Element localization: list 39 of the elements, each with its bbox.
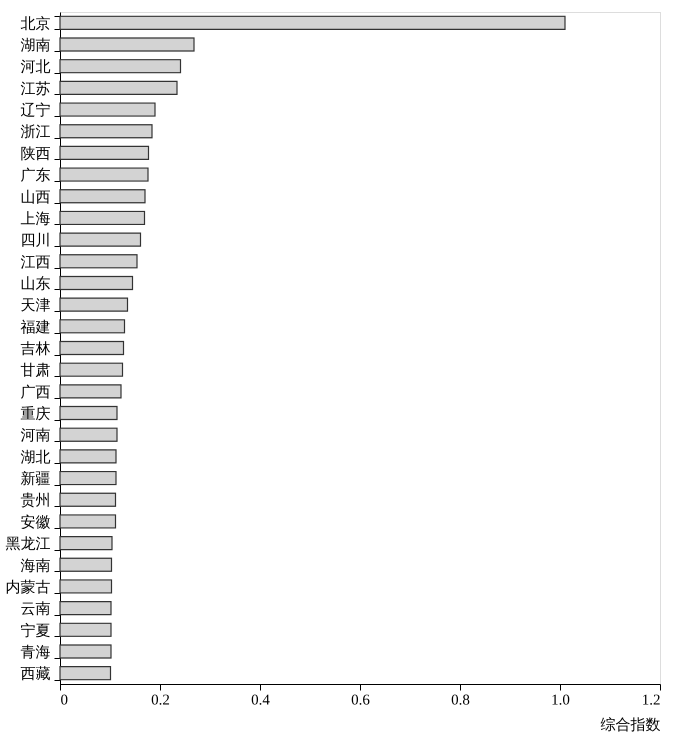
x-tick-label: 0.2 [151, 692, 170, 708]
x-tick-label: 0.4 [251, 692, 270, 708]
x-tick-label: 1.2 [642, 692, 660, 708]
y-tick-label: 宁夏 [20, 622, 50, 640]
y-tick-label: 吉林 [20, 340, 50, 358]
y-tick-label: 上海 [20, 210, 50, 228]
x-tick-label: 0 [60, 692, 68, 708]
y-tick-label: 天津 [20, 297, 50, 314]
y-tick-label: 江苏 [20, 80, 50, 98]
x-axis-title: 综合指数 [600, 716, 660, 734]
y-tick-label: 浙江 [20, 124, 50, 141]
y-tick-label: 海南 [20, 557, 50, 574]
y-tick-label: 河南 [20, 427, 50, 444]
y-tick-label: 新疆 [20, 470, 50, 488]
y-tick-label: 山东 [20, 275, 50, 292]
y-tick-label: 辽宁 [20, 102, 50, 120]
y-tick-label: 山西 [20, 188, 50, 206]
y-tick-label: 湖南 [20, 37, 50, 54]
y-tick-label: 甘肃 [20, 362, 50, 380]
y-tick-label: 内蒙古 [6, 578, 50, 596]
y-tick-label: 北京 [20, 15, 50, 32]
y-tick-label: 广东 [20, 167, 50, 184]
y-tick-label: 湖北 [20, 448, 50, 466]
y-tick-label: 贵州 [20, 492, 50, 510]
y-tick-label: 西藏 [20, 666, 50, 683]
y-tick-label: 广西 [20, 384, 50, 401]
y-tick-label: 福建 [20, 318, 50, 336]
y-tick-label: 四川 [20, 232, 50, 250]
y-tick-label: 河北 [20, 58, 50, 76]
x-tick-label: 0.8 [451, 692, 470, 708]
y-tick-label: 黑龙江 [6, 536, 50, 553]
y-tick-label: 江西 [20, 254, 50, 271]
x-tick-label: 1.0 [551, 692, 570, 708]
y-tick-label: 安徽 [20, 514, 50, 531]
y-tick-label: 重庆 [20, 406, 50, 423]
y-tick-label: 青海 [20, 644, 50, 661]
y-tick-label: 陕西 [20, 145, 50, 162]
y-tick-label: 云南 [20, 600, 50, 618]
x-tick-label: 0.6 [351, 692, 370, 708]
